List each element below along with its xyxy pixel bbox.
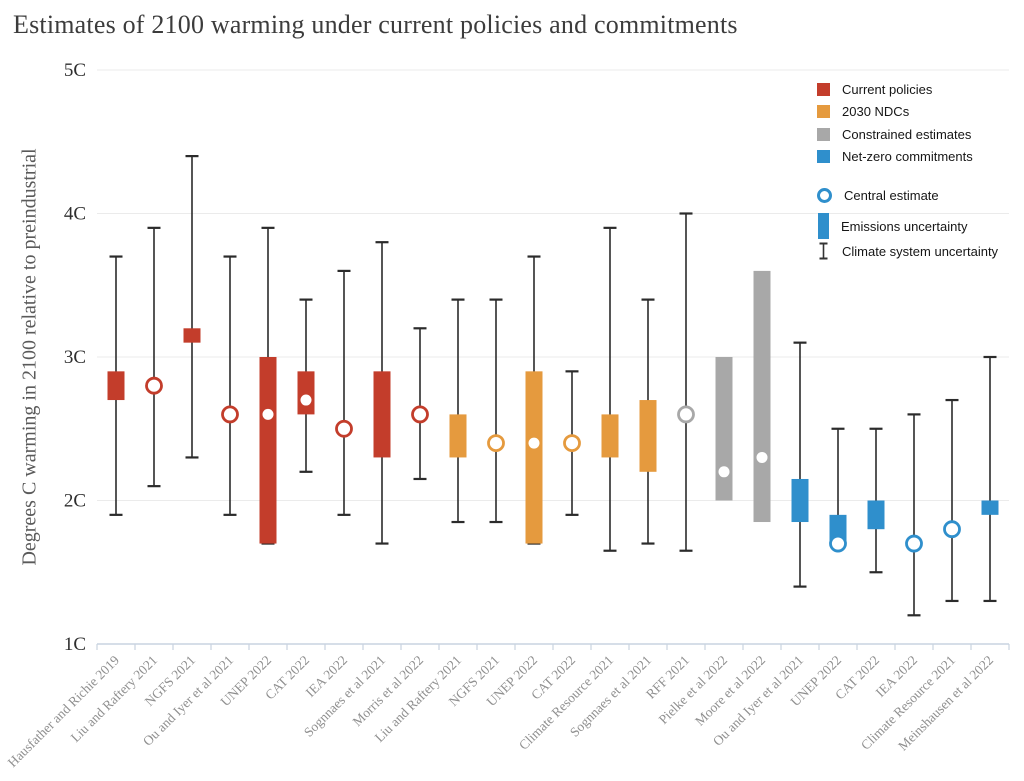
- central-estimate-dot: [262, 408, 274, 420]
- central-estimate-open-circle: [829, 534, 847, 553]
- legend-item-constrained-estimates: Constrained estimates: [817, 123, 998, 146]
- emissions-uncertainty-box: [601, 414, 619, 458]
- central-estimate-open-circle: [411, 405, 429, 424]
- legend-item-net-zero-commitments: Net-zero commitments: [817, 146, 998, 169]
- central-estimate-dot: [300, 394, 312, 406]
- legend-item-current-policies: Current policies: [817, 78, 998, 101]
- current-policies-swatch-icon: [817, 82, 830, 96]
- emissions-uncertainty-box: [867, 500, 885, 530]
- legend-label-central-estimate: Central estimate: [844, 187, 939, 203]
- emissions-uncertainty-bar-icon: [818, 213, 829, 239]
- chart-title: Estimates of 2100 warming under current …: [13, 10, 738, 39]
- central-estimate-circle-icon: [817, 187, 832, 203]
- central-estimate-dot: [718, 466, 730, 478]
- legend-label-net-zero-commitments: Net-zero commitments: [842, 149, 973, 165]
- emissions-uncertainty-box: [259, 357, 277, 544]
- legend-item-climate-system-uncertainty: Climate system uncertainty: [817, 242, 998, 260]
- constrained-swatch-icon: [817, 127, 830, 141]
- emissions-uncertainty-box: [525, 371, 543, 544]
- y-tick-label: 5C: [64, 60, 86, 81]
- netzero-swatch-icon: [817, 150, 830, 164]
- central-estimate-open-circle: [145, 376, 163, 395]
- legend-label-2030-ndcs: 2030 NDCs: [842, 104, 910, 120]
- central-estimate-open-circle: [677, 405, 695, 424]
- emissions-uncertainty-box: [791, 478, 809, 523]
- emissions-uncertainty-box: [639, 400, 657, 472]
- y-tick-label: 3C: [64, 347, 86, 368]
- legend: Current policies 2030 NDCs Constrained e…: [817, 78, 998, 260]
- central-estimate-open-circle: [563, 434, 581, 453]
- emissions-uncertainty-box: [297, 371, 315, 415]
- emissions-uncertainty-box: [753, 270, 771, 523]
- central-estimate-open-circle: [487, 434, 505, 453]
- central-estimate-open-circle: [943, 520, 961, 539]
- central-estimate-open-circle: [221, 405, 239, 424]
- y-tick-label: 4C: [64, 204, 86, 225]
- central-estimate-open-circle: [905, 534, 923, 553]
- legend-item-2030-ndcs: 2030 NDCs: [817, 101, 998, 124]
- emissions-uncertainty-box: [981, 500, 999, 515]
- legend-label-current-policies: Current policies: [842, 81, 933, 97]
- emissions-uncertainty-box: [449, 414, 467, 458]
- legend-item-central-estimate: Central estimate: [817, 184, 998, 206]
- central-estimate-dot: [528, 437, 540, 449]
- ndc-swatch-icon: [817, 105, 830, 119]
- legend-label-climate-system-uncertainty: Climate system uncertainty: [842, 243, 999, 259]
- emissions-uncertainty-box: [715, 357, 733, 501]
- emissions-uncertainty-box: [107, 371, 125, 401]
- central-estimate-dot: [756, 451, 768, 463]
- y-tick-label: 2C: [64, 491, 86, 512]
- central-estimate-open-circle: [335, 419, 353, 438]
- legend-label-emissions-uncertainty: Emissions uncertainty: [841, 218, 968, 234]
- y-tick-label: 1C: [64, 634, 86, 655]
- emissions-uncertainty-box: [183, 328, 201, 343]
- legend-label-constrained-estimates: Constrained estimates: [842, 126, 972, 142]
- error-bar-icon: [819, 242, 828, 260]
- emissions-uncertainty-box: [373, 371, 391, 458]
- legend-item-emissions-uncertainty: Emissions uncertainty: [817, 212, 998, 240]
